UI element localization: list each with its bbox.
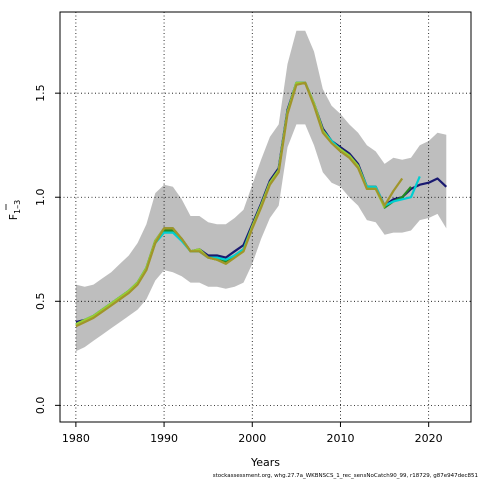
x-tick-label: 2000 bbox=[238, 432, 266, 445]
y-axis-title-subscript: 1–3 bbox=[13, 200, 22, 214]
x-axis: 1980 1990 2000 2010 2020 bbox=[62, 421, 443, 445]
y-axis-title-main: F bbox=[7, 214, 20, 220]
y-axis: 0.0 0.5 1.0 1.5 bbox=[34, 84, 61, 415]
y-axis-title: F1–3 bbox=[7, 200, 22, 221]
x-tick-label: 1980 bbox=[62, 432, 90, 445]
footer-text: stockassessment.org, whg.27.7a_WKBNSCS_1… bbox=[213, 473, 478, 479]
x-tick-label: 1990 bbox=[150, 432, 178, 445]
y-tick-label: 1.0 bbox=[34, 188, 47, 206]
y-tick-label: 0.0 bbox=[34, 397, 47, 415]
series-layer bbox=[75, 81, 448, 328]
x-tick-label: 2010 bbox=[326, 432, 354, 445]
confidence-band-layer bbox=[75, 30, 447, 352]
x-axis-title: Years bbox=[250, 456, 280, 469]
confidence-band bbox=[75, 30, 447, 352]
y-tick-label: 0.5 bbox=[34, 293, 47, 311]
series-line-5 bbox=[75, 81, 404, 328]
y-tick-label: 1.5 bbox=[34, 84, 47, 102]
x-tick-label: 2020 bbox=[415, 432, 443, 445]
